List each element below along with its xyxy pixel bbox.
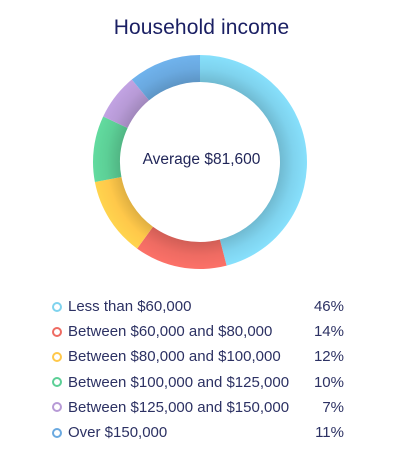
average-label: Average $81,600 [142,151,261,168]
legend-item-between-60-000-and-80-000[interactable]: Between $60,000 and $80,000 14% [52,319,344,344]
legend-label: Between $100,000 and $125,000 [68,373,290,391]
legend-value: 12% [313,348,344,366]
legend-item-between-125-000-and-150-000[interactable]: Between $125,000 and $150,000 7% [52,395,344,420]
legend: Less than $60,000 46% Between $60,000 and … [52,294,344,445]
donut-slices [92,54,308,269]
donut-slice-less-than-60-000[interactable] [200,55,308,266]
legend-marker-icon [52,301,62,312]
chart-title: Household income [113,16,290,39]
legend-value: 7% [322,398,344,416]
legend-marker-icon [52,377,62,388]
legend-value: 14% [313,323,344,341]
legend-item-between-100-000-and-125-000[interactable]: Between $100,000 and $125,000 10% [52,370,344,395]
legend-marker-icon [52,326,62,337]
legend-marker-icon [52,402,62,413]
legend-value: 11% [315,424,344,442]
legend-item-over-150-000[interactable]: Over $150,000 11% [52,420,344,445]
legend-label: Between $125,000 and $150,000 [68,398,290,416]
donut-slice-between-125-000-and-150-000[interactable] [103,79,150,128]
legend-value: 46% [313,298,344,316]
donut-slice-between-80-000-and-100-000[interactable] [94,176,153,249]
donut-slice-over-150-000[interactable] [131,54,200,101]
legend-label: Over $150,000 [68,424,168,442]
legend-marker-icon [52,427,62,438]
donut-chart [92,54,308,269]
legend-label: Less than $60,000 [68,298,192,316]
legend-item-less-than-60-000[interactable]: Less than $60,000 46% [52,294,344,319]
donut-slice-between-60-000-and-80-000[interactable] [137,226,227,269]
legend-label: Between $80,000 and $100,000 [68,348,281,366]
donut-slice-between-100-000-and-125-000[interactable] [92,116,128,183]
legend-value: 10% [313,373,344,391]
legend-marker-icon [52,351,62,362]
legend-item-between-80-000-and-100-000[interactable]: Between $80,000 and $100,000 12% [52,344,344,369]
legend-label: Between $60,000 and $80,000 [68,323,273,341]
